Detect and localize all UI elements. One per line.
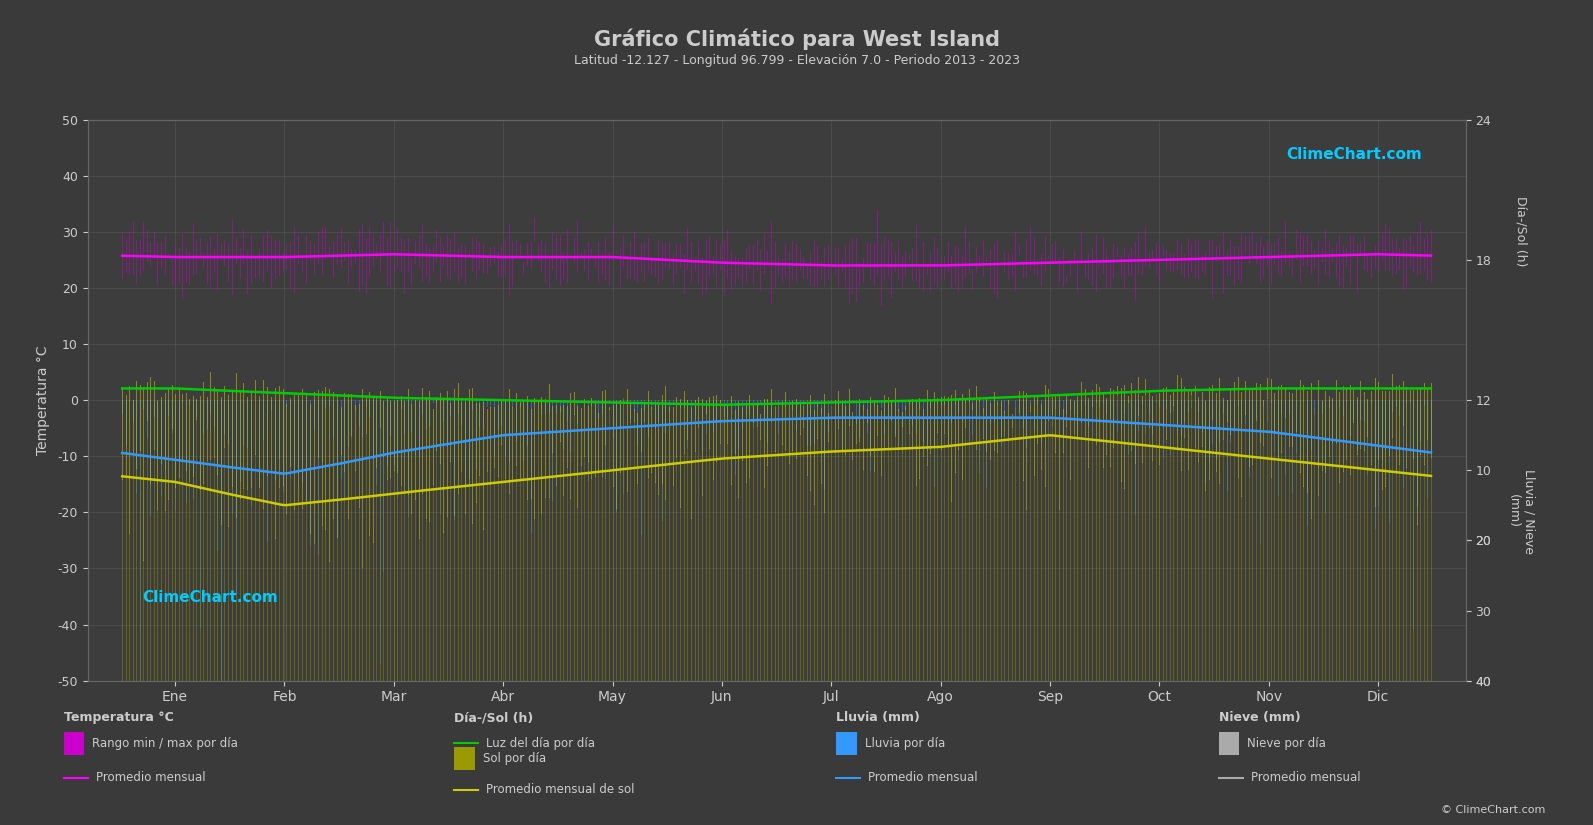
Text: Rango min / max por día: Rango min / max por día: [92, 737, 239, 750]
Text: Promedio mensual: Promedio mensual: [96, 771, 205, 785]
Text: ClimeChart.com: ClimeChart.com: [143, 590, 279, 605]
Text: Promedio mensual: Promedio mensual: [1251, 771, 1360, 785]
Text: Lluvia / Nieve
(mm): Lluvia / Nieve (mm): [1507, 469, 1536, 554]
Text: © ClimeChart.com: © ClimeChart.com: [1440, 804, 1545, 814]
Text: Promedio mensual: Promedio mensual: [868, 771, 978, 785]
Text: Nieve por día: Nieve por día: [1247, 737, 1327, 750]
Y-axis label: Temperatura °C: Temperatura °C: [37, 346, 51, 455]
Text: Día-/Sol (h): Día-/Sol (h): [454, 711, 534, 724]
Text: Gráfico Climático para West Island: Gráfico Climático para West Island: [594, 29, 999, 50]
Text: Sol por día: Sol por día: [483, 752, 546, 765]
Text: Temperatura °C: Temperatura °C: [64, 711, 174, 724]
Text: Nieve (mm): Nieve (mm): [1219, 711, 1300, 724]
Text: Luz del día por día: Luz del día por día: [486, 737, 594, 750]
Text: Lluvia (mm): Lluvia (mm): [836, 711, 921, 724]
Text: Día-/Sol (h): Día-/Sol (h): [1515, 196, 1528, 266]
Text: Lluvia por día: Lluvia por día: [865, 737, 945, 750]
Text: ClimeChart.com: ClimeChart.com: [1287, 147, 1423, 162]
Text: Latitud -12.127 - Longitud 96.799 - Elevación 7.0 - Periodo 2013 - 2023: Latitud -12.127 - Longitud 96.799 - Elev…: [573, 54, 1020, 67]
Text: Promedio mensual de sol: Promedio mensual de sol: [486, 783, 634, 796]
